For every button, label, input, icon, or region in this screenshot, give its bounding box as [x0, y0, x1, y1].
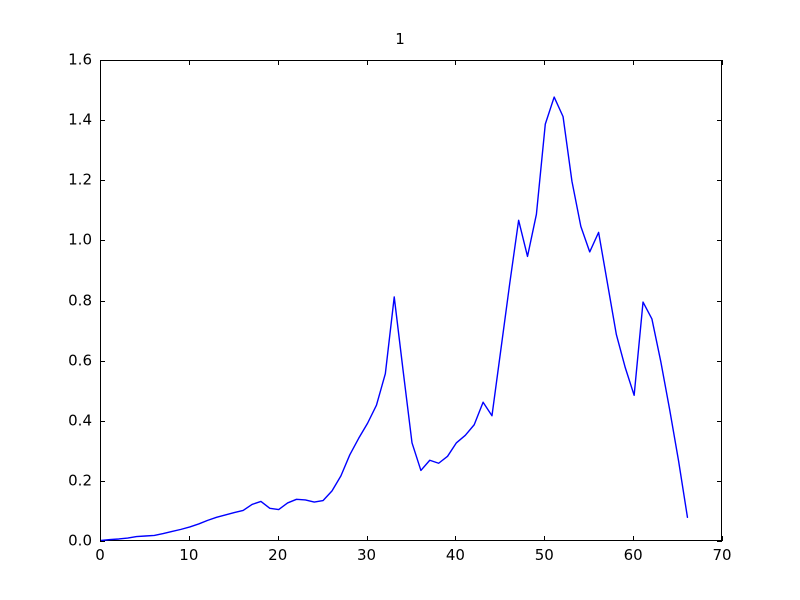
x-tick-label: 30	[357, 546, 377, 564]
y-tick-mark	[717, 60, 722, 61]
plot-axes	[100, 60, 722, 542]
y-tick-mark	[717, 180, 722, 182]
y-tick-mark	[717, 420, 722, 422]
chart-title: 1	[395, 30, 405, 48]
x-tick-label: 70	[712, 546, 732, 564]
y-tick-mark	[717, 240, 722, 242]
y-tick-mark	[100, 541, 105, 542]
y-tick-label: 0.0	[68, 531, 92, 550]
x-tick-label: 20	[268, 546, 288, 564]
x-tick-mark	[277, 536, 279, 541]
x-tick-mark	[366, 60, 368, 65]
x-tick-mark	[722, 536, 723, 541]
y-tick-label: 1.2	[68, 170, 92, 189]
x-tick-mark	[633, 60, 635, 65]
y-tick-label: 0.2	[68, 471, 92, 490]
x-tick-mark	[366, 536, 368, 541]
data-series-line	[101, 96, 689, 542]
y-tick-mark	[717, 120, 722, 122]
y-tick-mark	[717, 300, 722, 302]
x-tick-mark	[455, 536, 457, 541]
line-plot-svg	[101, 96, 689, 542]
y-tick-mark	[100, 420, 105, 422]
y-tick-label: 1.6	[68, 50, 92, 69]
x-tick-mark	[188, 536, 190, 541]
x-tick-mark	[100, 536, 101, 541]
y-tick-mark	[100, 180, 105, 182]
y-tick-mark	[100, 300, 105, 302]
y-tick-mark	[100, 480, 105, 482]
y-tick-mark	[100, 360, 105, 362]
x-tick-mark	[633, 536, 635, 541]
y-tick-mark	[100, 60, 105, 61]
y-tick-mark	[717, 360, 722, 362]
x-tick-mark	[544, 60, 546, 65]
x-tick-label: 50	[534, 546, 554, 564]
x-tick-mark	[722, 60, 723, 65]
x-tick-label: 40	[445, 546, 465, 564]
x-tick-label: 10	[179, 546, 199, 564]
y-tick-label: 1.0	[68, 230, 92, 249]
y-tick-label: 0.6	[68, 351, 92, 370]
y-tick-mark	[717, 480, 722, 482]
x-tick-mark	[455, 60, 457, 65]
y-tick-mark	[100, 240, 105, 242]
y-tick-label: 0.4	[68, 411, 92, 430]
y-tick-label: 0.8	[68, 291, 92, 309]
x-tick-label: 60	[623, 546, 643, 564]
x-tick-mark	[188, 60, 190, 65]
x-tick-mark	[544, 536, 546, 541]
y-tick-mark	[717, 541, 722, 542]
y-tick-label: 1.4	[68, 110, 92, 129]
x-tick-mark	[277, 60, 279, 65]
x-tick-label: 0	[95, 546, 105, 564]
y-tick-mark	[100, 120, 105, 122]
x-tick-mark	[100, 60, 101, 65]
